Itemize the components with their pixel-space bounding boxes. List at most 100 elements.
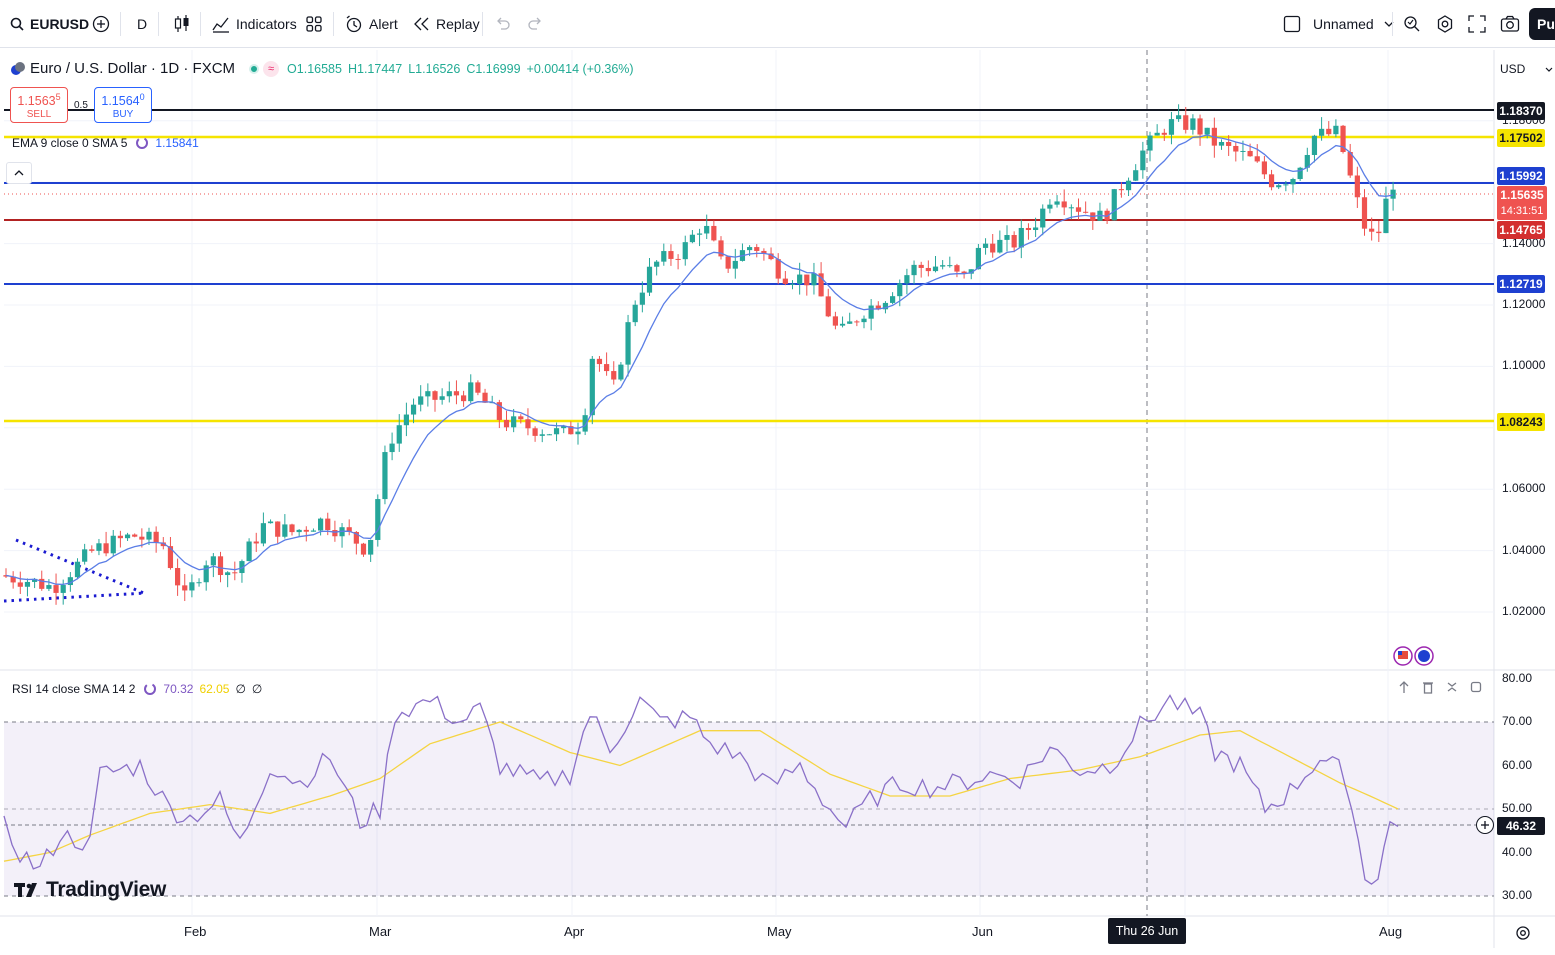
candle-body [225, 572, 231, 576]
ohlc-open: O1.16585 [287, 61, 342, 76]
chart-settings-button[interactable] [1512, 922, 1534, 944]
rsi-line [3, 694, 1399, 885]
publish-button[interactable]: Pu [1529, 8, 1555, 40]
candle-body [561, 426, 567, 429]
interval-button[interactable]: D [137, 10, 147, 38]
alarm-clock-icon [346, 15, 362, 33]
chart-type-button[interactable] [173, 10, 191, 38]
collapse-legend-button[interactable] [6, 162, 32, 184]
date-label-jun: Jun [972, 924, 993, 939]
candle-body [890, 296, 896, 303]
candle-body [539, 434, 545, 436]
candle-body [196, 582, 202, 584]
tag-blue-top-level: 1.15992 [1497, 167, 1545, 185]
candle-body [1304, 154, 1310, 168]
candle-body [775, 259, 781, 279]
compare-symbol-button[interactable] [92, 10, 110, 38]
loading-icon [144, 683, 157, 695]
candle-body [303, 529, 309, 532]
pattern-lower-trendline[interactable] [3, 591, 147, 603]
candle-body [39, 578, 45, 589]
candle-body [1040, 208, 1046, 228]
candle-body [1140, 150, 1146, 171]
ema-legend[interactable]: EMA 9 close 0 SMA 5 1.15841 [12, 136, 199, 150]
candle-body [882, 302, 889, 310]
candle-body [961, 271, 967, 274]
collapse-pane-icon[interactable] [1446, 680, 1458, 694]
candle-body [1168, 119, 1175, 135]
candle-body [53, 585, 59, 593]
alert-button[interactable]: Alert [345, 10, 398, 38]
sell-button[interactable]: 1.15635 SELL [10, 87, 68, 123]
candle-body [861, 318, 867, 323]
symbol-legend[interactable]: Euro / U.S. Dollar · 1D · FXCM ≈ O1.1658… [10, 60, 634, 77]
spread-value: 0.5 [74, 100, 88, 111]
maximize-pane-icon[interactable] [1470, 680, 1482, 694]
candle-body [546, 434, 552, 436]
move-pane-up-icon[interactable] [1398, 680, 1410, 694]
symbol-search-button[interactable]: EURUSD [10, 10, 89, 38]
quick-search-button[interactable] [1403, 10, 1421, 38]
settings-button[interactable] [1436, 10, 1454, 38]
candle-body [182, 585, 188, 591]
candle-body [1297, 167, 1303, 180]
delete-pane-icon[interactable] [1422, 680, 1434, 694]
candle-body [532, 428, 538, 436]
candle-body [897, 283, 903, 297]
ema-value: 1.15841 [155, 136, 199, 150]
candle-body [832, 316, 838, 326]
candle-body [1283, 184, 1289, 186]
flag-stripe [1398, 651, 1408, 659]
screenshot-button[interactable] [1500, 10, 1520, 38]
rsi-label: RSI 14 close SMA 14 2 [12, 682, 136, 696]
candle-body [818, 273, 824, 297]
candle-body [904, 275, 910, 284]
rsi-axis-label: 70.00 [1502, 714, 1533, 728]
rsi-legend[interactable]: RSI 14 close SMA 14 2 70.32 62.05 ∅ ∅ [12, 682, 262, 696]
candle-body [747, 247, 753, 251]
rsi-extra-value-1: ∅ [235, 682, 246, 696]
rsi-axis-label: 50.00 [1502, 801, 1533, 815]
approx-icon[interactable]: ≈ [263, 60, 280, 77]
candle-body [1254, 156, 1260, 162]
candle-body [1176, 115, 1182, 120]
candle-body [46, 585, 52, 589]
layout-menu-button[interactable]: Unnamed [1283, 10, 1394, 38]
indicators-button[interactable]: Indicators [212, 10, 297, 38]
candle-body [1083, 211, 1089, 213]
crosshair-date-label: Thu 26 Jun '25 [1108, 918, 1186, 955]
templates-button[interactable] [305, 10, 323, 38]
rsi-crosshair-tag: 46.32 [1497, 817, 1545, 835]
replay-button[interactable]: Replay [414, 10, 480, 38]
candle-body [1204, 127, 1210, 135]
event-flags[interactable] [1393, 646, 1434, 666]
redo-button[interactable] [527, 10, 543, 38]
candle-body [153, 531, 159, 543]
buy-button[interactable]: 1.15640 BUY [94, 87, 152, 123]
rsi-axis-label: 30.00 [1502, 888, 1533, 902]
candle-body [1340, 125, 1346, 152]
sell-price-small: 5 [55, 92, 61, 102]
fullscreen-button[interactable] [1468, 10, 1486, 38]
candle-body [982, 243, 989, 248]
loading-icon [136, 137, 149, 149]
undo-button[interactable] [495, 10, 511, 38]
pattern-upper-trendline[interactable] [15, 538, 147, 596]
rsi-axis-label: 60.00 [1502, 757, 1533, 772]
ema-label: EMA 9 close 0 SMA 5 [12, 136, 128, 150]
candle-body [117, 535, 123, 539]
currency-selector[interactable]: USD [1500, 62, 1553, 76]
redo-icon [528, 17, 541, 30]
candle-body [89, 549, 95, 551]
candle-body [1118, 189, 1124, 191]
candle-body [503, 419, 510, 428]
candle-body [1311, 135, 1318, 155]
candle-body [446, 391, 452, 397]
date-label-feb: Feb [184, 924, 207, 939]
toolbar-divider [120, 12, 121, 36]
candle-body [1369, 228, 1375, 232]
market-status-dot[interactable] [249, 63, 260, 74]
candle-body [496, 402, 502, 420]
add-alert-plus-icon[interactable] [1476, 816, 1494, 834]
